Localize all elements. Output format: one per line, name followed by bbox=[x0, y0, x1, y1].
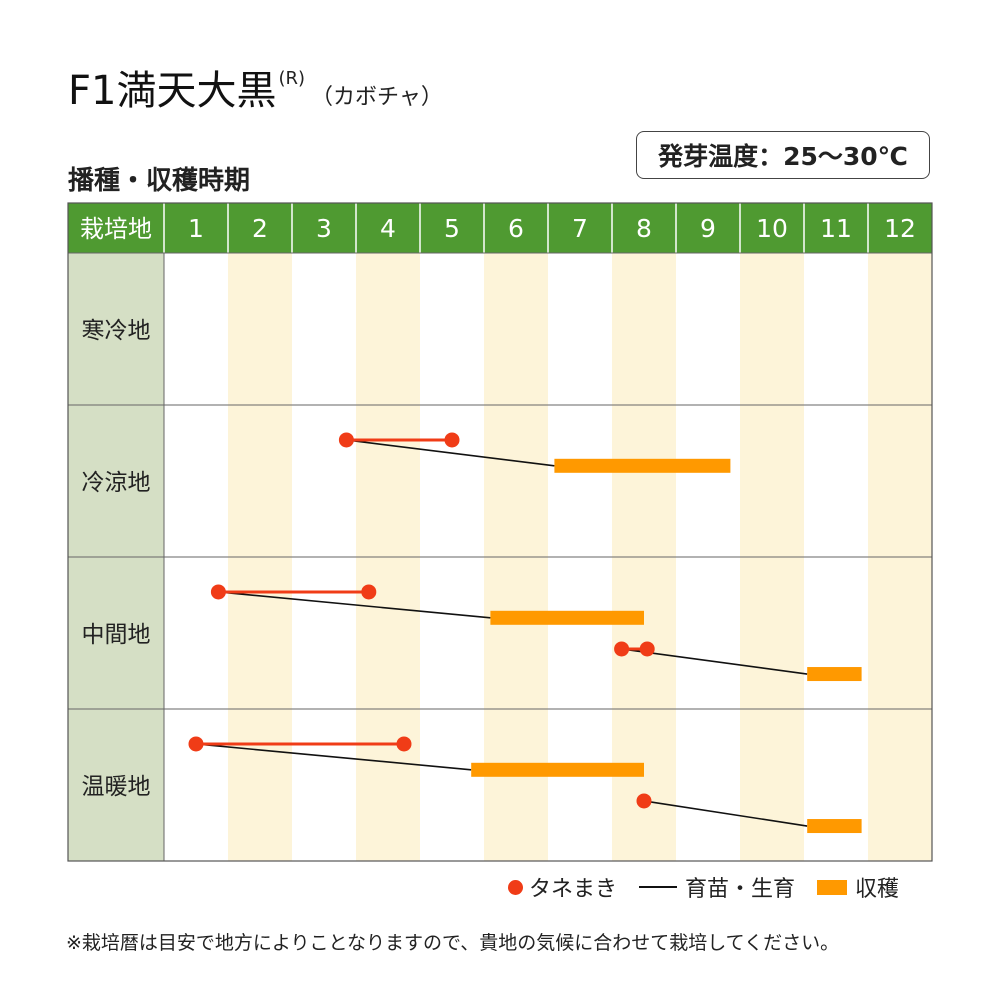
region-header: 栽培地 bbox=[80, 215, 152, 243]
harvest-bar bbox=[807, 819, 862, 834]
legend: タネまき 育苗・生育 収穫 bbox=[508, 872, 899, 902]
region-label: 冷涼地 bbox=[82, 470, 151, 496]
legend-dot-icon bbox=[508, 879, 523, 895]
nursery-line bbox=[346, 439, 555, 467]
nursery-line bbox=[643, 800, 808, 827]
nursery-line bbox=[218, 591, 491, 619]
region-label: 中間地 bbox=[82, 622, 151, 648]
month-label-11: 11 bbox=[820, 214, 852, 243]
legend-nursery-label: 育苗・生育 bbox=[685, 877, 796, 902]
germination-temperature-badge: 発芽温度：25～30℃ bbox=[636, 131, 930, 179]
sowing-start-dot bbox=[188, 736, 204, 752]
month-label-1: 1 bbox=[188, 214, 204, 243]
sowing-end-dot bbox=[361, 584, 377, 600]
header-band bbox=[68, 203, 932, 253]
title-main: F1満天大黒 bbox=[68, 68, 277, 114]
sowing-start-dot bbox=[210, 584, 226, 600]
region-label: 温暖地 bbox=[82, 774, 151, 800]
legend-bar-icon bbox=[817, 879, 848, 895]
month-label-3: 3 bbox=[316, 214, 332, 243]
chart-title: F1満天大黒 (R)（カボチャ） bbox=[68, 58, 443, 116]
month-label-9: 9 bbox=[700, 214, 716, 243]
month-label-7: 7 bbox=[572, 214, 588, 243]
sowing-end-dot bbox=[444, 432, 460, 448]
title-sub: （カボチャ） bbox=[311, 85, 443, 110]
sowing-start-dot bbox=[614, 641, 630, 657]
harvest-bar bbox=[554, 458, 731, 473]
sowing-start-dot bbox=[338, 432, 354, 448]
legend-harvest: 収穫 bbox=[817, 871, 899, 903]
legend-line-icon bbox=[639, 886, 678, 888]
legend-sowing-label: タネまき bbox=[529, 877, 618, 902]
legend-nursery: 育苗・生育 bbox=[639, 871, 795, 903]
registered-letter: R bbox=[285, 68, 299, 89]
grid-border bbox=[67, 202, 933, 862]
registered-mark: (R) bbox=[278, 68, 306, 89]
month-label-4: 4 bbox=[380, 214, 396, 243]
sowing-end-dot bbox=[639, 641, 655, 657]
month-label-2: 2 bbox=[252, 214, 268, 243]
harvest-bar bbox=[471, 762, 644, 777]
region-label: 寒冷地 bbox=[82, 318, 151, 344]
schedule-subtitle: 播種・収穫時期 bbox=[68, 166, 251, 196]
nursery-line bbox=[195, 743, 472, 771]
month-label-8: 8 bbox=[636, 214, 652, 243]
legend-harvest-label: 収穫 bbox=[855, 877, 900, 902]
month-label-5: 5 bbox=[444, 214, 460, 243]
month-label-10: 10 bbox=[756, 214, 788, 243]
sowing-start-dot bbox=[636, 793, 652, 809]
legend-sowing: タネまき bbox=[508, 871, 617, 903]
harvest-bar bbox=[490, 610, 644, 625]
footnote: ※栽培暦は目安で地方によりことなりますので、貴地の気候に合わせて栽培してください… bbox=[66, 932, 840, 954]
month-label-6: 6 bbox=[508, 214, 524, 243]
sowing-end-dot bbox=[396, 736, 412, 752]
harvest-bar bbox=[807, 667, 862, 682]
month-label-12: 12 bbox=[884, 214, 916, 243]
